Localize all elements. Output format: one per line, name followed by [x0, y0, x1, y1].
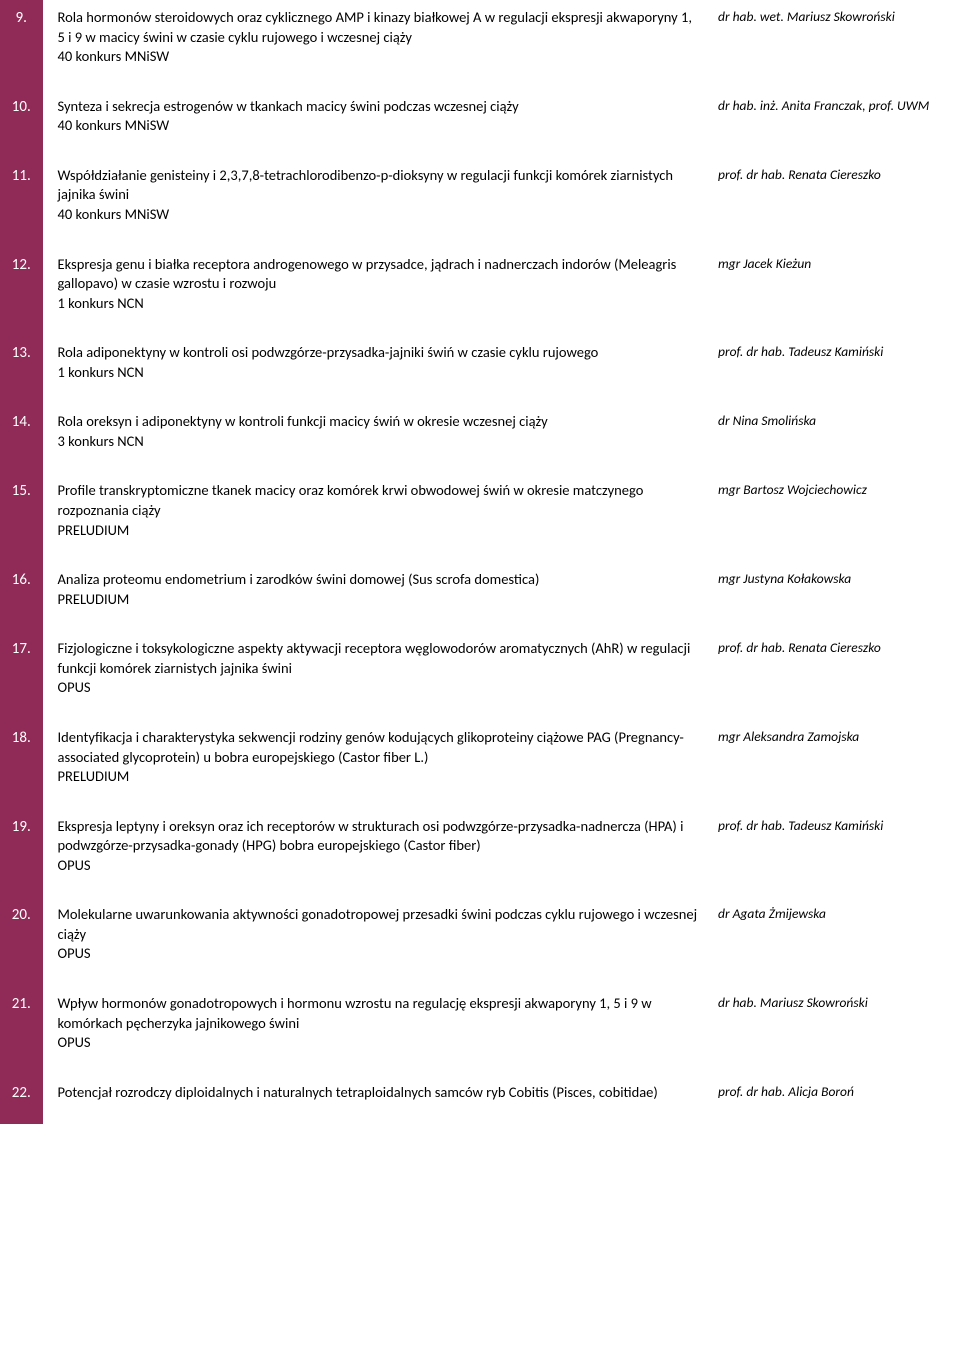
- row-number: 19.: [0, 809, 44, 898]
- row-number: 15.: [0, 473, 44, 562]
- row-description: Profile transkryptomiczne tkanek macicy …: [44, 473, 714, 562]
- description-line: 40 konkurs MNiSW: [58, 205, 701, 225]
- table-row: 14. Rola oreksyn i adiponektyny w kontrol…: [0, 404, 959, 473]
- description-line: Analiza proteomu endometrium i zarodków …: [58, 570, 701, 590]
- row-author: dr hab. inż. Anita Franczak, prof. UWM: [714, 89, 959, 158]
- row-number: 17.: [0, 631, 44, 720]
- description-line: Rola hormonów steroidowych oraz cykliczn…: [58, 8, 701, 47]
- table-row: 9. Rola hormonów steroidowych oraz cyklic…: [0, 0, 959, 89]
- row-number: 14.: [0, 404, 44, 473]
- description-line: 1 konkurs NCN: [58, 363, 701, 383]
- row-description: Współdziałanie genisteiny i 2,3,7,8-tetr…: [44, 158, 714, 247]
- row-description: Ekspresja leptyny i oreksyn oraz ich rec…: [44, 809, 714, 898]
- row-author: prof. dr hab. Renata Ciereszko: [714, 631, 959, 720]
- row-description: Synteza i sekrecja estrogenów w tkankach…: [44, 89, 714, 158]
- row-author: dr Nina Smolińska: [714, 404, 959, 473]
- description-line: Rola oreksyn i adiponektyny w kontroli f…: [58, 412, 701, 432]
- description-line: Ekspresja leptyny i oreksyn oraz ich rec…: [58, 817, 701, 856]
- row-author: dr hab. Mariusz Skowroński: [714, 986, 959, 1075]
- row-number: 12.: [0, 247, 44, 336]
- row-number: 11.: [0, 158, 44, 247]
- row-number: 21.: [0, 986, 44, 1075]
- row-author: mgr Bartosz Wojciechowicz: [714, 473, 959, 562]
- description-line: Ekspresja genu i białka receptora androg…: [58, 255, 701, 294]
- table-row: 19. Ekspresja leptyny i oreksyn oraz ich …: [0, 809, 959, 898]
- row-number: 9.: [0, 0, 44, 89]
- description-line: Identyfikacja i charakterystyka sekwencj…: [58, 728, 701, 767]
- row-author: dr hab. wet. Mariusz Skowroński: [714, 0, 959, 89]
- row-author: dr Agata Żmijewska: [714, 897, 959, 986]
- row-description: Molekularne uwarunkowania aktywności gon…: [44, 897, 714, 986]
- table-row: 13. Rola adiponektyny w kontroli osi podw…: [0, 335, 959, 404]
- description-line: Potencjał rozrodczy diploidalnych i natu…: [58, 1083, 701, 1103]
- description-line: OPUS: [58, 678, 701, 698]
- description-line: PRELUDIUM: [58, 521, 701, 541]
- table-row: 16. Analiza proteomu endometrium i zarodk…: [0, 562, 959, 631]
- projects-table: 9. Rola hormonów steroidowych oraz cyklic…: [0, 0, 960, 1124]
- description-line: 1 konkurs NCN: [58, 294, 701, 314]
- table-row: 20. Molekularne uwarunkowania aktywności …: [0, 897, 959, 986]
- description-line: PRELUDIUM: [58, 767, 701, 787]
- row-author: mgr Jacek Kieżun: [714, 247, 959, 336]
- description-line: 40 konkurs MNiSW: [58, 116, 701, 136]
- row-number: 18.: [0, 720, 44, 809]
- row-description: Potencjał rozrodczy diploidalnych i natu…: [44, 1075, 714, 1125]
- description-line: OPUS: [58, 1033, 701, 1053]
- table-row: 17. Fizjologiczne i toksykologiczne aspek…: [0, 631, 959, 720]
- description-line: Profile transkryptomiczne tkanek macicy …: [58, 481, 701, 520]
- row-description: Rola oreksyn i adiponektyny w kontroli f…: [44, 404, 714, 473]
- row-description: Fizjologiczne i toksykologiczne aspekty …: [44, 631, 714, 720]
- table-row: 18. Identyfikacja i charakterystyka sekwe…: [0, 720, 959, 809]
- row-description: Identyfikacja i charakterystyka sekwencj…: [44, 720, 714, 809]
- description-line: Współdziałanie genisteiny i 2,3,7,8-tetr…: [58, 166, 701, 205]
- description-line: Molekularne uwarunkowania aktywności gon…: [58, 905, 701, 944]
- row-description: Wpływ hormonów gonadotropowych i hormonu…: [44, 986, 714, 1075]
- table-row: 22. Potencjał rozrodczy diploidalnych i n…: [0, 1075, 959, 1125]
- table-row: 15. Profile transkryptomiczne tkanek maci…: [0, 473, 959, 562]
- row-author: mgr Aleksandra Zamojska: [714, 720, 959, 809]
- row-number: 10.: [0, 89, 44, 158]
- table-row: 11. Współdziałanie genisteiny i 2,3,7,8-t…: [0, 158, 959, 247]
- row-author: prof. dr hab. Alicja Boroń: [714, 1075, 959, 1125]
- description-line: OPUS: [58, 856, 701, 876]
- row-description: Ekspresja genu i białka receptora androg…: [44, 247, 714, 336]
- description-line: OPUS: [58, 944, 701, 964]
- row-author: prof. dr hab. Tadeusz Kamiński: [714, 809, 959, 898]
- row-description: Rola adiponektyny w kontroli osi podwzgó…: [44, 335, 714, 404]
- table-row: 12. Ekspresja genu i białka receptora and…: [0, 247, 959, 336]
- row-number: 13.: [0, 335, 44, 404]
- description-line: Wpływ hormonów gonadotropowych i hormonu…: [58, 994, 701, 1033]
- description-line: 40 konkurs MNiSW: [58, 47, 701, 67]
- row-author: prof. dr hab. Renata Ciereszko: [714, 158, 959, 247]
- row-description: Analiza proteomu endometrium i zarodków …: [44, 562, 714, 631]
- row-number: 16.: [0, 562, 44, 631]
- row-description: Rola hormonów steroidowych oraz cykliczn…: [44, 0, 714, 89]
- row-number: 22.: [0, 1075, 44, 1125]
- table-row: 21. Wpływ hormonów gonadotropowych i horm…: [0, 986, 959, 1075]
- row-author: mgr Justyna Kołakowska: [714, 562, 959, 631]
- table-row: 10. Synteza i sekrecja estrogenów w tkank…: [0, 89, 959, 158]
- description-line: Synteza i sekrecja estrogenów w tkankach…: [58, 97, 701, 117]
- description-line: 3 konkurs NCN: [58, 432, 701, 452]
- description-line: Fizjologiczne i toksykologiczne aspekty …: [58, 639, 701, 678]
- description-line: PRELUDIUM: [58, 590, 701, 610]
- row-number: 20.: [0, 897, 44, 986]
- row-author: prof. dr hab. Tadeusz Kamiński: [714, 335, 959, 404]
- description-line: Rola adiponektyny w kontroli osi podwzgó…: [58, 343, 701, 363]
